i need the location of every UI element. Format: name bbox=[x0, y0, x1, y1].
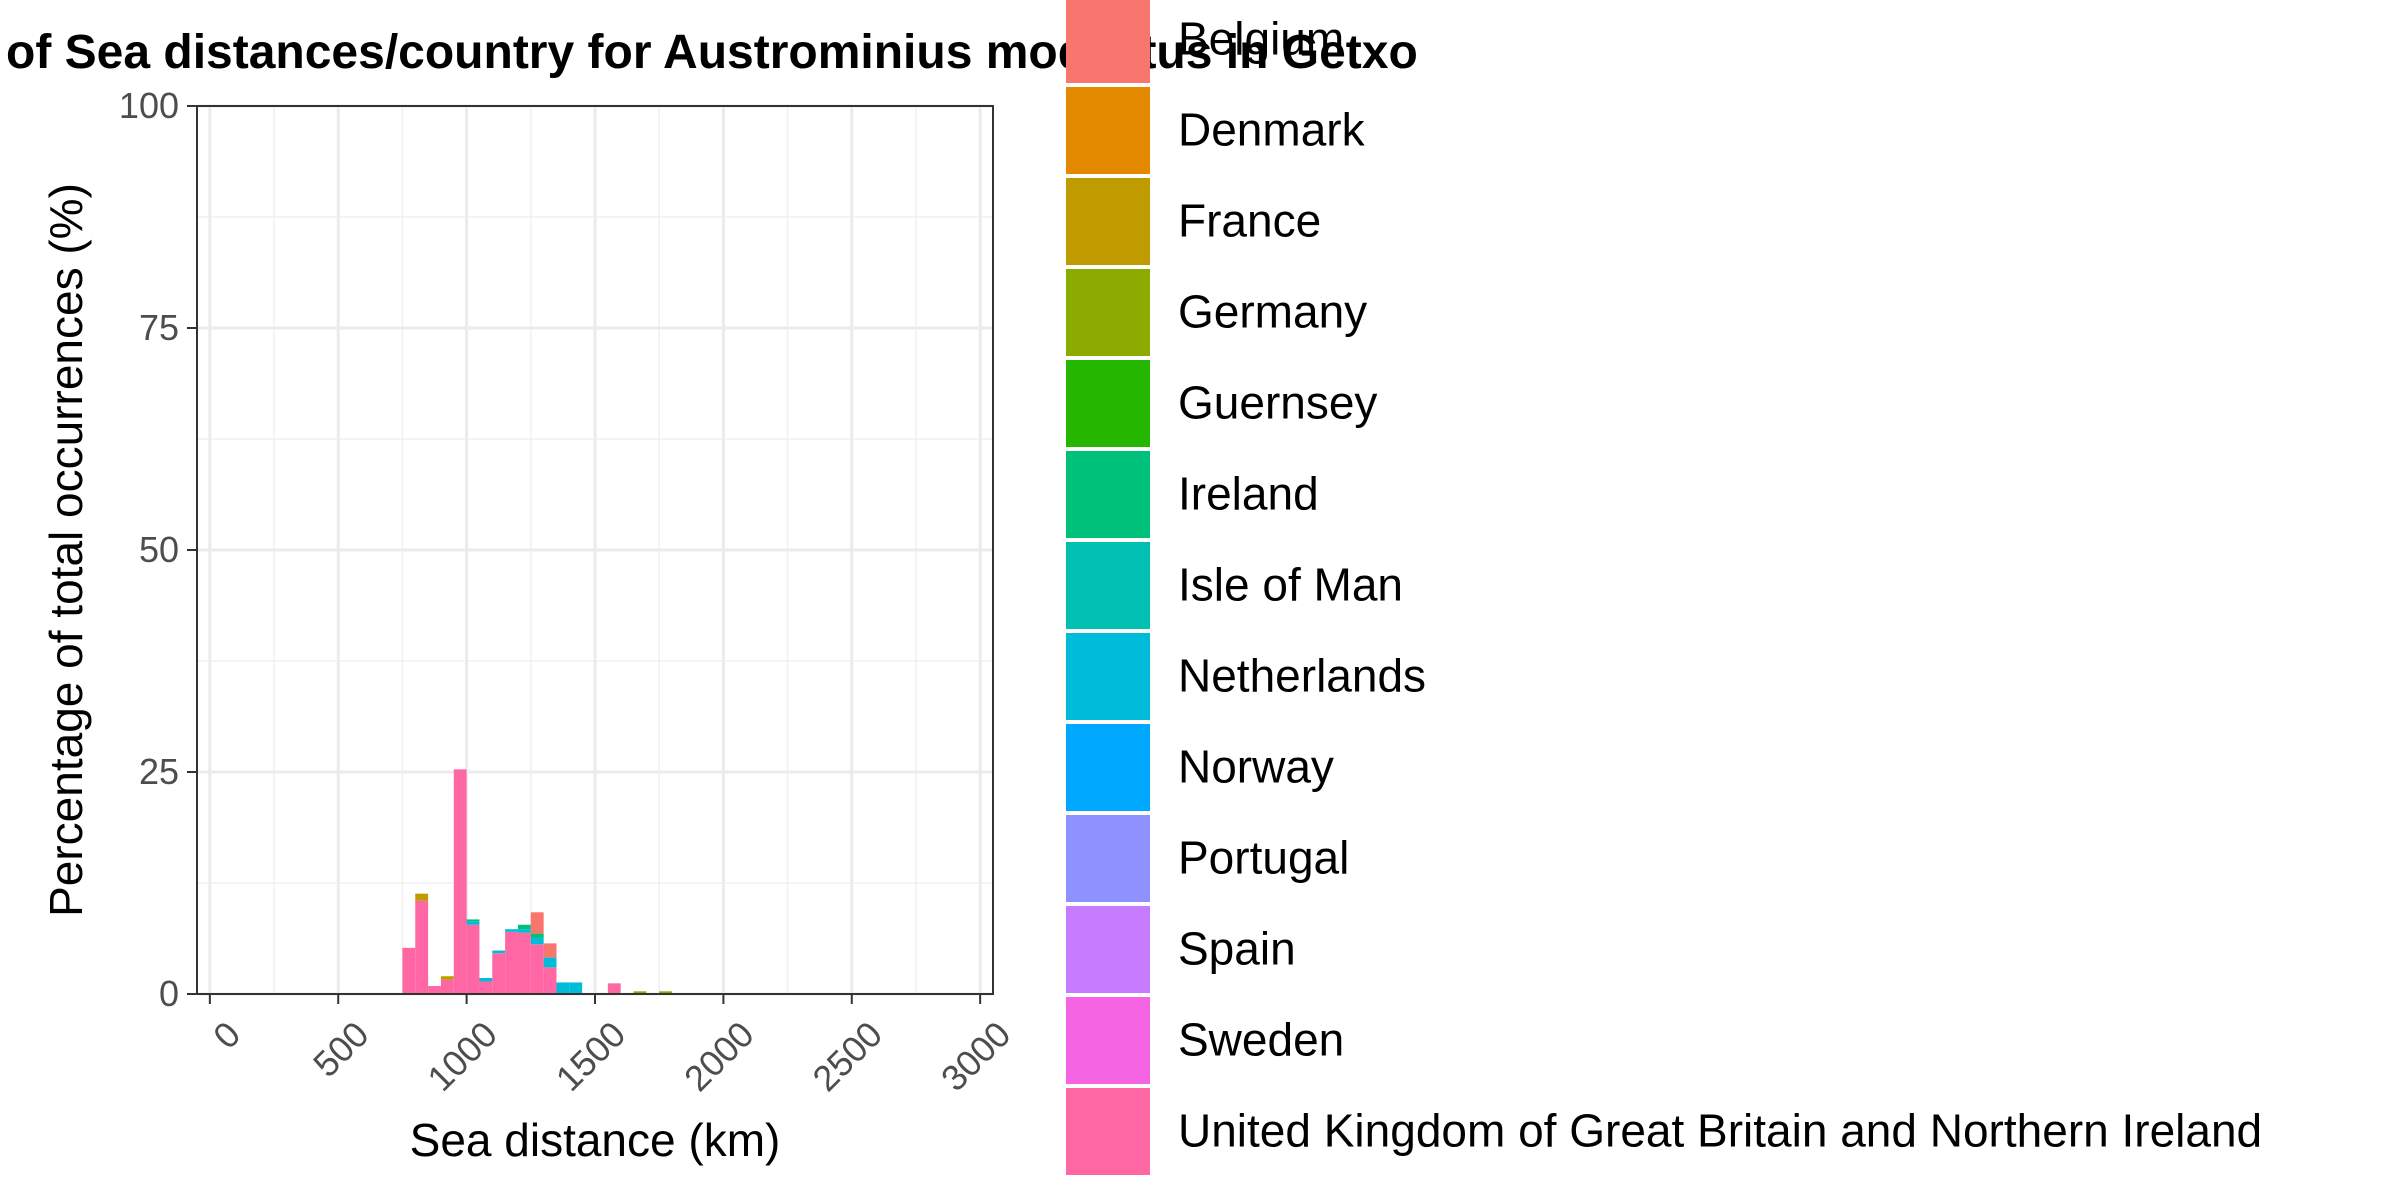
histogram-bar bbox=[530, 933, 544, 939]
histogram-bar bbox=[556, 982, 570, 994]
legend-key bbox=[1066, 815, 1150, 902]
y-tick-label: 50 bbox=[139, 529, 179, 570]
legend-key bbox=[1066, 906, 1150, 993]
histogram-bar bbox=[479, 978, 493, 982]
histogram-bar bbox=[466, 919, 480, 922]
histogram-bar bbox=[569, 982, 583, 994]
major-gridlines bbox=[197, 104, 993, 996]
histogram-bar bbox=[428, 986, 441, 994]
legend-key bbox=[1066, 542, 1150, 629]
histogram-bar bbox=[659, 991, 673, 994]
histogram-bar bbox=[517, 932, 531, 994]
legend-label: Norway bbox=[1178, 741, 1334, 793]
legend-label: Portugal bbox=[1178, 832, 1349, 884]
legend-key bbox=[1066, 633, 1150, 720]
y-tick-label: 25 bbox=[139, 751, 179, 792]
legend-label: Germany bbox=[1178, 286, 1367, 338]
histogram-bar bbox=[543, 967, 557, 994]
histogram-bar bbox=[415, 900, 429, 994]
histogram-bar bbox=[505, 931, 518, 994]
histogram-bar bbox=[505, 929, 518, 932]
histogram-bar bbox=[607, 983, 621, 994]
histogram-bar bbox=[466, 924, 480, 994]
legend-key bbox=[1066, 1088, 1150, 1175]
histogram-bar bbox=[530, 938, 544, 945]
y-tick-label: 0 bbox=[159, 973, 179, 1014]
legend-key bbox=[1066, 269, 1150, 356]
legend-label: Sweden bbox=[1178, 1014, 1344, 1066]
chart-title: of Sea distances/country for Austrominiu… bbox=[6, 26, 1418, 79]
legend-label: Isle of Man bbox=[1178, 559, 1403, 611]
histogram-bar bbox=[466, 921, 480, 925]
legend-key bbox=[1066, 178, 1150, 265]
legend-label: Netherlands bbox=[1178, 650, 1426, 702]
histogram-bars bbox=[402, 769, 673, 994]
legend: Belgium Denmark France Germany Guernsey Irela… bbox=[1066, 0, 2262, 1175]
histogram-bar bbox=[543, 943, 557, 958]
legend-key bbox=[1066, 0, 1150, 83]
legend-label: Belgium bbox=[1178, 13, 1344, 65]
legend-label: Ireland bbox=[1178, 468, 1319, 520]
histogram-bar bbox=[440, 976, 454, 980]
histogram-bar bbox=[530, 944, 544, 994]
legend-label: United Kingdom of Great Britain and Nort… bbox=[1178, 1105, 2262, 1157]
histogram-bar bbox=[453, 769, 467, 994]
legend-label: Guernsey bbox=[1178, 377, 1377, 429]
y-tick-label: 100 bbox=[119, 85, 179, 126]
histogram-bar bbox=[479, 981, 493, 994]
histogram-bar bbox=[543, 957, 557, 968]
legend-label: Spain bbox=[1178, 923, 1296, 975]
legend-key bbox=[1066, 997, 1150, 1084]
y-axis-title: Percentage of total occurrences (%) bbox=[40, 183, 92, 917]
plot-panel bbox=[196, 104, 994, 996]
histogram-bar bbox=[530, 912, 544, 934]
y-axis: 0 25 50 75 100 bbox=[119, 85, 197, 1014]
legend-label: Denmark bbox=[1178, 104, 1366, 156]
legend-key bbox=[1066, 360, 1150, 447]
y-tick-label: 75 bbox=[139, 307, 179, 348]
histogram-bar bbox=[517, 929, 531, 933]
histogram-bar bbox=[492, 953, 506, 994]
histogram-bar bbox=[633, 991, 647, 994]
legend-key bbox=[1066, 451, 1150, 538]
legend-key bbox=[1066, 724, 1150, 811]
histogram-bar bbox=[492, 950, 506, 954]
legend-label: France bbox=[1178, 195, 1321, 247]
x-axis-title: Sea distance (km) bbox=[410, 1114, 781, 1166]
legend-key bbox=[1066, 87, 1150, 174]
histogram-bar bbox=[415, 893, 429, 901]
histogram-bar bbox=[440, 979, 454, 994]
histogram-bar bbox=[517, 924, 531, 930]
histogram-bar bbox=[402, 947, 416, 994]
